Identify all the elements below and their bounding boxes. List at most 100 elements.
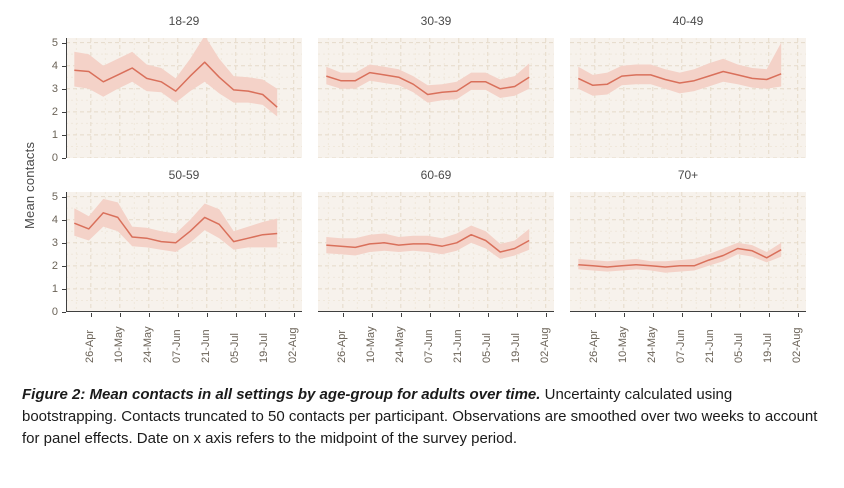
x-tick-label: 26-Apr xyxy=(588,329,600,363)
x-tick-mark xyxy=(682,313,683,317)
x-tick-label: 19-Jul xyxy=(510,333,522,363)
panel-background xyxy=(570,38,806,158)
line-chart xyxy=(318,38,554,158)
y-tick-label: 1 xyxy=(51,283,58,295)
facet-title: 60-69 xyxy=(420,168,452,182)
x-tick-label: 19-Jul xyxy=(258,333,270,363)
line-chart xyxy=(66,38,302,158)
mean-line xyxy=(578,247,782,268)
mean-line xyxy=(326,233,530,253)
x-tick-mark xyxy=(488,313,489,317)
y-tick-label: 0 xyxy=(51,152,58,164)
x-tick-label: 24-May xyxy=(394,326,406,363)
x-tick-mark xyxy=(91,313,92,317)
caption-title: Figure 2: Mean contacts in all settings … xyxy=(22,386,541,403)
x-tick-label: 05-Jul xyxy=(481,333,493,363)
mean-line xyxy=(74,212,278,244)
x-tick-mark xyxy=(769,313,770,317)
x-tick-mark xyxy=(343,313,344,317)
y-tick-label: 4 xyxy=(51,214,58,226)
x-tick-mark xyxy=(120,313,121,317)
x-tick-mark xyxy=(517,313,518,317)
line-chart xyxy=(570,38,806,158)
y-tick-label: 1 xyxy=(51,129,58,141)
y-tick-label: 2 xyxy=(51,260,58,272)
y-tick-mark xyxy=(62,220,66,221)
y-tick-mark xyxy=(62,43,66,44)
y-tick-label: 2 xyxy=(51,106,58,118)
y-tick-mark xyxy=(62,158,66,159)
y-tick-label: 5 xyxy=(51,37,58,49)
facet-title: 40-49 xyxy=(672,14,704,28)
line-chart xyxy=(570,192,806,312)
x-tick-label: 19-Jul xyxy=(762,333,774,363)
x-tick-mark xyxy=(711,313,712,317)
confidence-band xyxy=(326,225,530,259)
x-tick-label: 07-Jun xyxy=(675,329,687,363)
mean-line xyxy=(74,61,278,108)
y-tick-mark xyxy=(62,243,66,244)
x-tick-label: 26-Apr xyxy=(84,329,96,363)
y-tick-label: 5 xyxy=(51,191,58,203)
x-tick-mark xyxy=(546,313,547,317)
y-tick-mark xyxy=(62,289,66,290)
y-tick-mark xyxy=(62,197,66,198)
y-tick-mark xyxy=(62,266,66,267)
x-tick-mark xyxy=(401,313,402,317)
x-tick-mark xyxy=(798,313,799,317)
x-tick-mark xyxy=(236,313,237,317)
x-tick-label: 02-Aug xyxy=(539,327,551,363)
y-tick-mark xyxy=(62,66,66,67)
x-tick-label: 21-Jun xyxy=(452,329,464,363)
x-tick-mark xyxy=(372,313,373,317)
facet-panel-30-39: 30-39 xyxy=(318,14,554,158)
faceted-line-chart: Mean contacts 18-29 30-39 40-49 50-59 60… xyxy=(22,14,806,363)
confidence-band xyxy=(74,38,278,117)
x-tick-mark xyxy=(430,313,431,317)
x-tick-label: 24-May xyxy=(646,326,658,363)
x-tick-label: 07-Jun xyxy=(423,329,435,363)
facet-panel-40-49: 40-49 xyxy=(570,14,806,158)
x-tick-mark xyxy=(624,313,625,317)
x-tick-mark xyxy=(595,313,596,317)
y-tick-mark xyxy=(62,112,66,113)
facet-title: 30-39 xyxy=(420,14,452,28)
facet-title: 50-59 xyxy=(168,168,200,182)
facet-panel-60-69: 60-69 xyxy=(318,168,554,312)
y-tick-mark xyxy=(62,312,66,313)
facet-panel-18-29: 18-29 xyxy=(66,14,302,158)
line-chart xyxy=(318,192,554,312)
y-tick-label: 4 xyxy=(51,60,58,72)
x-tick-mark xyxy=(265,313,266,317)
x-tick-label: 26-Apr xyxy=(336,329,348,363)
x-tick-mark xyxy=(294,313,295,317)
figure-caption: Figure 2: Mean contacts in all settings … xyxy=(22,384,820,450)
facet-panel-70plus: 70+ xyxy=(570,168,806,312)
y-tick-label: 3 xyxy=(51,237,58,249)
x-tick-label: 05-Jul xyxy=(229,333,241,363)
x-tick-label: 07-Jun xyxy=(171,329,183,363)
facet-title: 18-29 xyxy=(168,14,200,28)
x-tick-label: 24-May xyxy=(142,326,154,363)
mean-line xyxy=(326,71,530,96)
caption-body: Uncertainty calculated using bootstrappi… xyxy=(22,386,818,447)
x-tick-label: 10-May xyxy=(365,326,377,363)
x-tick-mark xyxy=(178,313,179,317)
line-chart xyxy=(66,192,302,312)
mean-line xyxy=(577,70,782,87)
confidence-band xyxy=(74,198,278,252)
x-tick-label: 21-Jun xyxy=(704,329,716,363)
confidence-band xyxy=(578,42,782,96)
x-tick-mark xyxy=(653,313,654,317)
x-tick-label: 02-Aug xyxy=(287,327,299,363)
x-tick-mark xyxy=(740,313,741,317)
x-tick-label: 10-May xyxy=(113,326,125,363)
x-tick-mark xyxy=(207,313,208,317)
x-tick-label: 10-May xyxy=(617,326,629,363)
x-tick-label: 05-Jul xyxy=(733,333,745,363)
y-tick-label: 0 xyxy=(51,306,58,318)
y-tick-mark xyxy=(62,135,66,136)
y-tick-label: 3 xyxy=(51,83,58,95)
x-tick-label: 02-Aug xyxy=(791,327,803,363)
